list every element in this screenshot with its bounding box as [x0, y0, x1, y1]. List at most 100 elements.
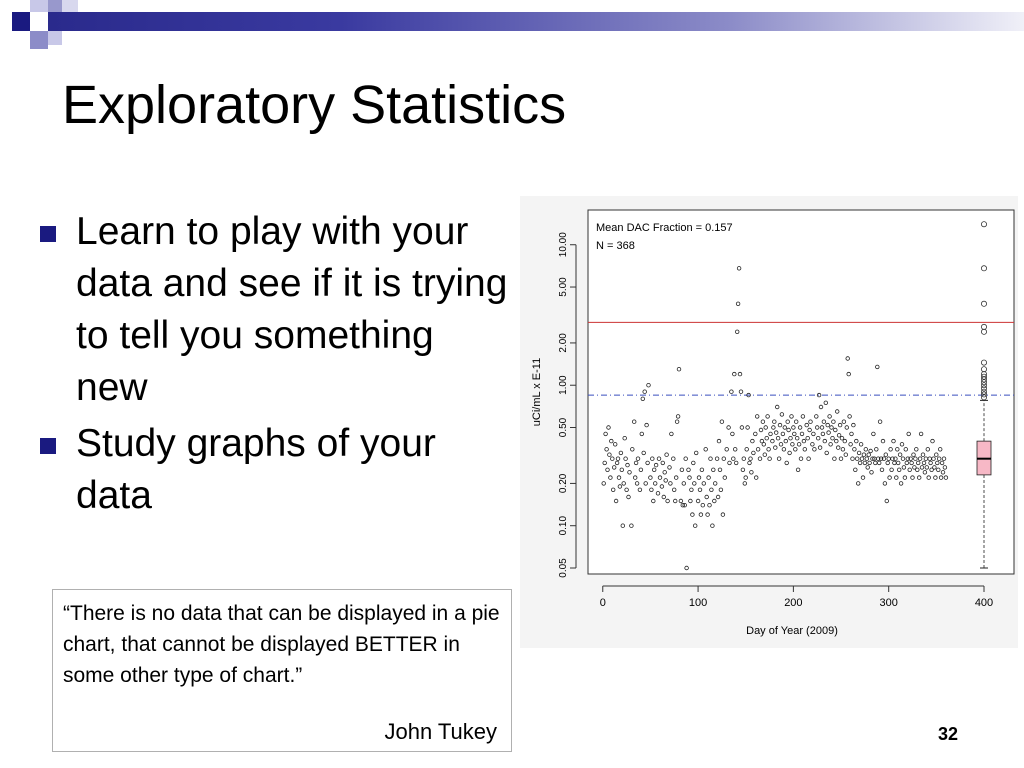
data-point [913, 456, 918, 461]
data-point [876, 456, 881, 461]
data-point [920, 452, 926, 457]
data-point [618, 450, 624, 456]
data-point [829, 425, 834, 430]
data-point [664, 452, 669, 457]
data-point [609, 438, 614, 444]
data-point [783, 438, 788, 444]
data-point [905, 456, 910, 461]
data-point [727, 460, 732, 466]
data-point [819, 425, 825, 430]
data-point [918, 431, 924, 437]
data-point [672, 498, 678, 504]
data-point [909, 460, 914, 466]
data-point [776, 456, 782, 461]
data-point [659, 484, 665, 489]
data-point [877, 460, 882, 466]
quote-box: “There is no data that can be displayed … [52, 589, 512, 752]
boxplot-outlier [980, 394, 987, 401]
data-point [895, 447, 900, 452]
boxplot-outlier [980, 385, 987, 392]
data-point [798, 456, 804, 461]
data-point [758, 427, 764, 433]
data-point [816, 435, 821, 441]
data-point [607, 452, 612, 457]
data-point [760, 419, 766, 424]
data-point [879, 467, 885, 472]
data-point [820, 431, 826, 437]
data-point [846, 371, 851, 377]
data-point [754, 414, 760, 419]
data-point [816, 392, 822, 398]
data-point [817, 445, 823, 450]
data-point [637, 487, 643, 492]
data-point [925, 447, 930, 452]
data-point [656, 456, 662, 461]
x-tick-label: 300 [880, 597, 898, 609]
bullet-square-icon [40, 226, 56, 242]
data-point [663, 478, 668, 483]
data-point [866, 452, 871, 457]
data-point [632, 475, 638, 480]
data-point [718, 487, 724, 492]
data-point [808, 419, 813, 424]
data-point [795, 435, 800, 441]
data-point [861, 452, 867, 457]
data-point [641, 450, 646, 456]
x-tick-label: 400 [975, 597, 993, 609]
data-point [625, 462, 630, 468]
data-point [788, 435, 793, 441]
data-point [902, 475, 908, 480]
data-point [924, 465, 929, 470]
boxplot-outlier [980, 323, 987, 330]
data-point [721, 456, 726, 461]
data-point [652, 481, 658, 486]
data-point [796, 442, 802, 447]
x-tick-label: 0 [600, 597, 606, 609]
decor-square [48, 0, 62, 12]
data-point [880, 438, 886, 444]
data-point [888, 447, 893, 452]
data-point [896, 460, 901, 466]
data-point [648, 475, 653, 480]
data-point [719, 419, 725, 424]
boxplot-outlier [980, 359, 987, 366]
data-point [630, 447, 635, 452]
decor-square [62, 0, 78, 12]
y-tick-label: 2.00 [558, 333, 569, 353]
data-point [681, 481, 686, 486]
data-point [695, 498, 701, 504]
data-point [882, 481, 888, 486]
data-point [657, 475, 663, 480]
data-point [912, 465, 917, 470]
data-point [626, 494, 631, 500]
data-point [624, 487, 629, 492]
data-point [697, 487, 703, 492]
data-point [814, 414, 819, 419]
data-point [738, 389, 744, 394]
data-point [825, 422, 830, 428]
data-point [611, 465, 617, 470]
data-point [693, 450, 699, 456]
data-point [753, 475, 759, 480]
data-point [651, 498, 656, 504]
data-point [706, 475, 711, 480]
decor-square [12, 12, 30, 31]
y-tick-label: 10.00 [558, 232, 569, 257]
data-point [784, 460, 789, 466]
data-point [712, 481, 718, 486]
data-point [604, 447, 609, 452]
data-point [717, 467, 723, 472]
data-point [722, 475, 727, 480]
plot-frame [587, 209, 1015, 575]
data-point [635, 456, 641, 461]
y-tick-label: 0.10 [558, 516, 569, 536]
data-point [938, 447, 943, 452]
data-point [830, 435, 835, 441]
data-point [662, 470, 667, 475]
data-point [714, 456, 720, 461]
data-point [606, 425, 611, 430]
data-point [903, 447, 908, 452]
boxplot-outlier [980, 221, 987, 228]
data-point [900, 456, 906, 461]
data-point [638, 467, 644, 472]
